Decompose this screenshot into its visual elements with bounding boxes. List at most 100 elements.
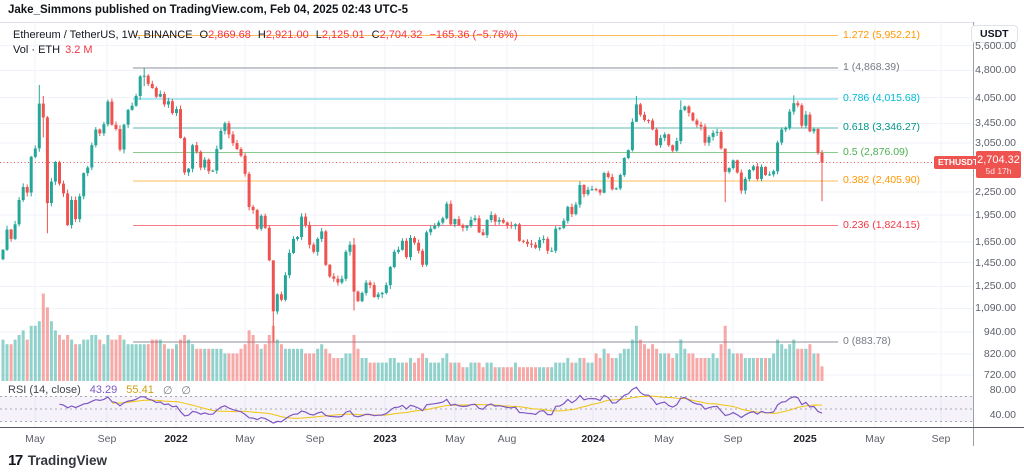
candle-body[interactable] — [102, 124, 106, 134]
candle-body[interactable] — [473, 218, 477, 220]
candle-body[interactable] — [70, 200, 74, 226]
candle-body[interactable] — [142, 75, 146, 77]
candle-body[interactable] — [699, 124, 703, 127]
candle-body[interactable] — [279, 294, 283, 300]
candle-body[interactable] — [45, 117, 49, 204]
candle-body[interactable] — [187, 168, 191, 173]
candle-body[interactable] — [255, 210, 259, 229]
candle-body[interactable] — [37, 103, 41, 149]
candle-body[interactable] — [497, 220, 501, 222]
candle-body[interactable] — [594, 189, 598, 191]
candle-body[interactable] — [195, 145, 199, 152]
candle-body[interactable] — [513, 224, 517, 227]
candle-body[interactable] — [707, 136, 711, 143]
candle-body[interactable] — [211, 170, 215, 172]
candle-body[interactable] — [78, 196, 82, 220]
candle-body[interactable] — [29, 156, 33, 193]
candle-body[interactable] — [578, 185, 582, 205]
candle-body[interactable] — [634, 104, 638, 122]
candle-body[interactable] — [445, 203, 449, 219]
candle-body[interactable] — [94, 129, 98, 146]
candle-body[interactable] — [449, 203, 453, 225]
candle-body[interactable] — [626, 150, 630, 158]
candle-body[interactable] — [727, 168, 731, 172]
candle-body[interactable] — [17, 200, 21, 225]
candle-body[interactable] — [53, 162, 57, 182]
candle-body[interactable] — [324, 231, 328, 265]
candle-body[interactable] — [768, 174, 772, 176]
tradingview-logo-icon[interactable]: 17 — [8, 452, 23, 469]
candle-body[interactable] — [166, 101, 170, 105]
candle-body[interactable] — [469, 220, 473, 227]
candle-body[interactable] — [380, 292, 384, 295]
candle-body[interactable] — [772, 171, 776, 175]
candle-body[interactable] — [191, 145, 195, 169]
candle-body[interactable] — [162, 94, 166, 105]
candle-body[interactable] — [134, 96, 138, 106]
candle-body[interactable] — [675, 141, 679, 151]
candle-body[interactable] — [586, 189, 590, 195]
candle-body[interactable] — [267, 227, 271, 261]
candle-body[interactable] — [663, 134, 667, 138]
candle-body[interactable] — [526, 241, 529, 244]
candle-body[interactable] — [223, 123, 227, 131]
candle-body[interactable] — [227, 123, 231, 135]
candle-body[interactable] — [659, 137, 663, 146]
candle-body[interactable] — [509, 225, 513, 227]
candle-body[interactable] — [328, 264, 332, 277]
candle-body[interactable] — [292, 238, 295, 253]
candle-body[interactable] — [336, 278, 340, 283]
candle-body[interactable] — [1, 249, 5, 260]
candle-body[interactable] — [352, 244, 356, 292]
candle-body[interactable] — [590, 189, 594, 191]
candle-body[interactable] — [409, 237, 412, 258]
candle-body[interactable] — [481, 232, 485, 236]
candle-body[interactable] — [25, 187, 29, 193]
candle-body[interactable] — [247, 173, 251, 207]
candle-body[interactable] — [755, 166, 759, 179]
candle-body[interactable] — [691, 112, 695, 121]
candle-body[interactable] — [747, 170, 751, 179]
candle-body[interactable] — [683, 106, 687, 110]
candle-body[interactable] — [41, 103, 45, 118]
time-axis[interactable]: May Sep 2022 May Sep 2023 May Aug 2024 May Sep 2025… — [0, 428, 973, 446]
candle-body[interactable] — [433, 226, 437, 229]
candle-body[interactable] — [312, 244, 316, 252]
candle-body[interactable] — [58, 162, 61, 184]
candle-body[interactable] — [364, 282, 368, 293]
candle-body[interactable] — [780, 129, 784, 143]
candle-body[interactable] — [550, 250, 554, 252]
candle-body[interactable] — [158, 94, 162, 97]
candle-body[interactable] — [465, 226, 469, 228]
candle-body[interactable] — [392, 251, 396, 267]
candle-body[interactable] — [521, 240, 525, 242]
candle-body[interactable] — [243, 155, 247, 174]
candle-body[interactable] — [820, 152, 824, 163]
candle-body[interactable] — [425, 232, 429, 265]
candle-body[interactable] — [62, 183, 65, 194]
candle-body[interactable] — [477, 218, 481, 233]
candle-body[interactable] — [219, 130, 223, 149]
candle-body[interactable] — [711, 132, 715, 137]
candle-body[interactable] — [263, 215, 267, 228]
candle-body[interactable] — [784, 127, 788, 130]
candle-body[interactable] — [804, 114, 808, 126]
candle-body[interactable] — [570, 206, 574, 215]
candle-body[interactable] — [203, 159, 207, 168]
candle-body[interactable] — [259, 215, 263, 229]
candle-body[interactable] — [275, 294, 279, 312]
candle-body[interactable] — [5, 229, 9, 250]
price-chart-canvas[interactable] — [0, 22, 973, 427]
candle-body[interactable] — [792, 103, 796, 112]
candle-body[interactable] — [122, 124, 126, 150]
candle-body[interactable] — [679, 109, 683, 141]
candle-body[interactable] — [239, 149, 243, 156]
tradingview-watermark[interactable]: 17 TradingView — [8, 452, 107, 469]
candle-body[interactable] — [618, 175, 622, 189]
candle-body[interactable] — [251, 206, 255, 211]
candle-body[interactable] — [638, 104, 642, 115]
candle-body[interactable] — [150, 83, 154, 88]
candle-body[interactable] — [534, 244, 538, 248]
candle-body[interactable] — [154, 87, 158, 97]
candle-body[interactable] — [170, 101, 174, 113]
